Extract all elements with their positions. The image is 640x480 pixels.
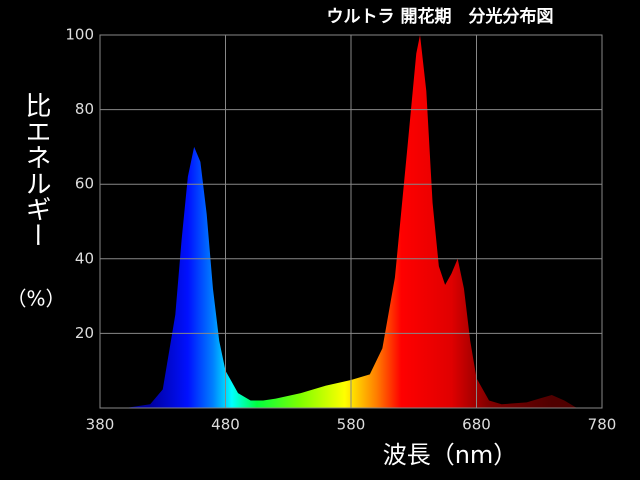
y-axis-label: 比エネルギー xyxy=(21,92,51,248)
y-tick-label: 40 xyxy=(75,249,94,267)
y-tick-label: 60 xyxy=(75,175,94,193)
plot-frame xyxy=(99,34,603,409)
x-tick-label: 480 xyxy=(211,416,240,434)
y-tick-label: 20 xyxy=(75,324,94,342)
x-tick-label: 580 xyxy=(337,416,366,434)
chart-title: ウルトラ 開花期 分光分布図 xyxy=(327,6,554,27)
x-tick-label: 680 xyxy=(462,416,491,434)
y-axis-unit: （%） xyxy=(6,287,65,311)
x-tick-label: 380 xyxy=(86,416,115,434)
y-tick-label: 100 xyxy=(65,26,94,44)
y-tick-label: 80 xyxy=(75,100,94,118)
x-tick-label: 780 xyxy=(588,416,617,434)
spectrum-area xyxy=(125,35,577,408)
x-axis-label: 波長（nm） xyxy=(383,441,518,469)
